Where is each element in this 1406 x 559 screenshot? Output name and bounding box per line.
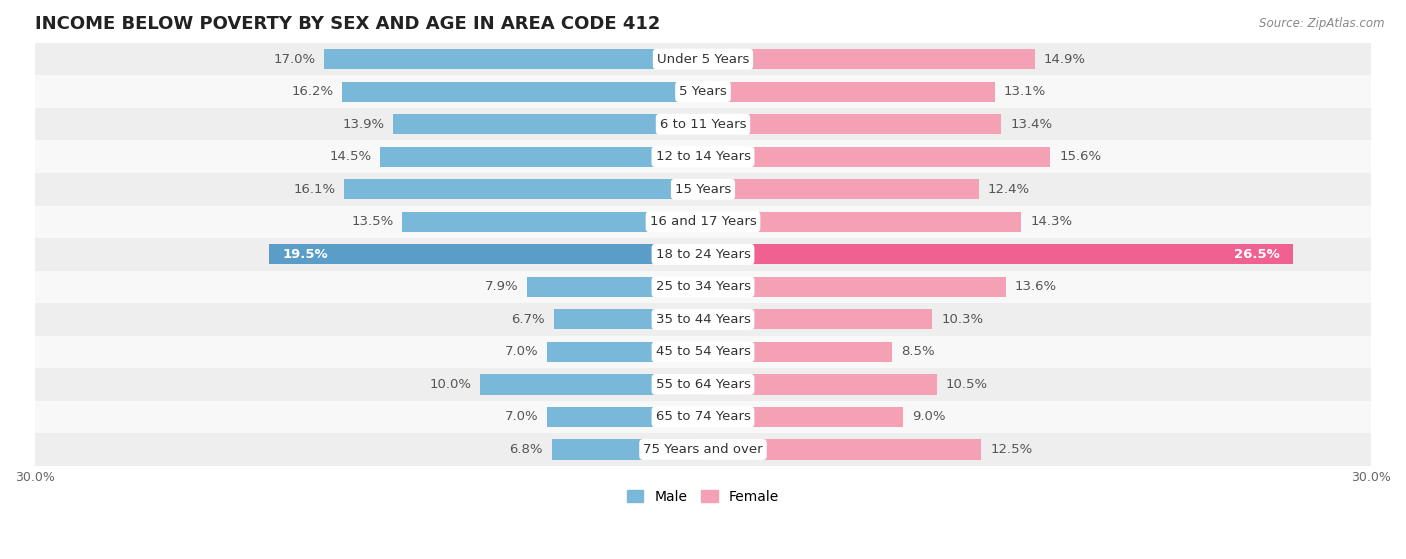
Legend: Male, Female: Male, Female bbox=[621, 485, 785, 510]
Bar bbox=[547, 342, 703, 362]
Text: 12.4%: 12.4% bbox=[988, 183, 1031, 196]
Bar bbox=[35, 368, 1371, 401]
Text: 25 to 34 Years: 25 to 34 Years bbox=[655, 281, 751, 293]
Text: 65 to 74 Years: 65 to 74 Years bbox=[655, 410, 751, 424]
Bar bbox=[481, 375, 703, 395]
Text: 7.0%: 7.0% bbox=[505, 410, 538, 424]
Bar bbox=[554, 309, 703, 329]
Bar bbox=[703, 49, 1035, 69]
Text: 26.5%: 26.5% bbox=[1234, 248, 1279, 261]
Text: 14.5%: 14.5% bbox=[329, 150, 371, 163]
Text: 15.6%: 15.6% bbox=[1059, 150, 1101, 163]
Text: 13.9%: 13.9% bbox=[343, 118, 385, 131]
Bar bbox=[402, 212, 703, 232]
Bar bbox=[703, 439, 981, 459]
Bar bbox=[35, 401, 1371, 433]
Bar bbox=[703, 277, 1005, 297]
Bar bbox=[35, 271, 1371, 303]
Text: 15 Years: 15 Years bbox=[675, 183, 731, 196]
Text: 10.5%: 10.5% bbox=[946, 378, 988, 391]
Bar bbox=[703, 407, 904, 427]
Text: 5 Years: 5 Years bbox=[679, 85, 727, 98]
Bar bbox=[703, 309, 932, 329]
Text: 6.7%: 6.7% bbox=[512, 313, 546, 326]
Text: 13.1%: 13.1% bbox=[1004, 85, 1046, 98]
Bar bbox=[703, 342, 893, 362]
Text: 16 and 17 Years: 16 and 17 Years bbox=[650, 215, 756, 228]
Bar bbox=[35, 238, 1371, 271]
Text: 16.1%: 16.1% bbox=[294, 183, 336, 196]
Text: 8.5%: 8.5% bbox=[901, 345, 935, 358]
Text: Source: ZipAtlas.com: Source: ZipAtlas.com bbox=[1260, 17, 1385, 30]
Text: Under 5 Years: Under 5 Years bbox=[657, 53, 749, 65]
Bar bbox=[703, 146, 1050, 167]
Text: 16.2%: 16.2% bbox=[291, 85, 333, 98]
Text: 7.0%: 7.0% bbox=[505, 345, 538, 358]
Bar bbox=[342, 82, 703, 102]
Bar bbox=[703, 82, 994, 102]
Text: 12 to 14 Years: 12 to 14 Years bbox=[655, 150, 751, 163]
Bar bbox=[703, 179, 979, 200]
Text: 19.5%: 19.5% bbox=[283, 248, 328, 261]
Bar bbox=[269, 244, 703, 264]
Text: 55 to 64 Years: 55 to 64 Years bbox=[655, 378, 751, 391]
Bar bbox=[35, 433, 1371, 466]
Bar bbox=[527, 277, 703, 297]
Bar bbox=[703, 244, 1294, 264]
Text: 13.4%: 13.4% bbox=[1011, 118, 1053, 131]
Bar bbox=[551, 439, 703, 459]
Text: 13.6%: 13.6% bbox=[1015, 281, 1057, 293]
Bar bbox=[703, 114, 1001, 134]
Text: 12.5%: 12.5% bbox=[990, 443, 1032, 456]
Text: 14.9%: 14.9% bbox=[1043, 53, 1085, 65]
Text: 10.3%: 10.3% bbox=[941, 313, 983, 326]
Bar bbox=[380, 146, 703, 167]
Text: 10.0%: 10.0% bbox=[429, 378, 471, 391]
Text: 45 to 54 Years: 45 to 54 Years bbox=[655, 345, 751, 358]
Text: 35 to 44 Years: 35 to 44 Years bbox=[655, 313, 751, 326]
Bar bbox=[35, 75, 1371, 108]
Bar bbox=[35, 43, 1371, 75]
Bar bbox=[344, 179, 703, 200]
Text: 14.3%: 14.3% bbox=[1031, 215, 1073, 228]
Bar bbox=[35, 108, 1371, 140]
Bar bbox=[547, 407, 703, 427]
Text: 13.5%: 13.5% bbox=[352, 215, 394, 228]
Bar bbox=[703, 375, 936, 395]
Text: 6.8%: 6.8% bbox=[509, 443, 543, 456]
Text: 75 Years and over: 75 Years and over bbox=[643, 443, 763, 456]
Text: 17.0%: 17.0% bbox=[273, 53, 315, 65]
Bar bbox=[394, 114, 703, 134]
Text: 6 to 11 Years: 6 to 11 Years bbox=[659, 118, 747, 131]
Bar bbox=[35, 173, 1371, 206]
Text: 7.9%: 7.9% bbox=[485, 281, 519, 293]
Bar bbox=[35, 140, 1371, 173]
Bar bbox=[35, 206, 1371, 238]
Text: 9.0%: 9.0% bbox=[912, 410, 946, 424]
Text: INCOME BELOW POVERTY BY SEX AND AGE IN AREA CODE 412: INCOME BELOW POVERTY BY SEX AND AGE IN A… bbox=[35, 15, 661, 33]
Bar bbox=[35, 303, 1371, 335]
Bar bbox=[35, 335, 1371, 368]
Text: 18 to 24 Years: 18 to 24 Years bbox=[655, 248, 751, 261]
Bar bbox=[325, 49, 703, 69]
Bar bbox=[703, 212, 1021, 232]
